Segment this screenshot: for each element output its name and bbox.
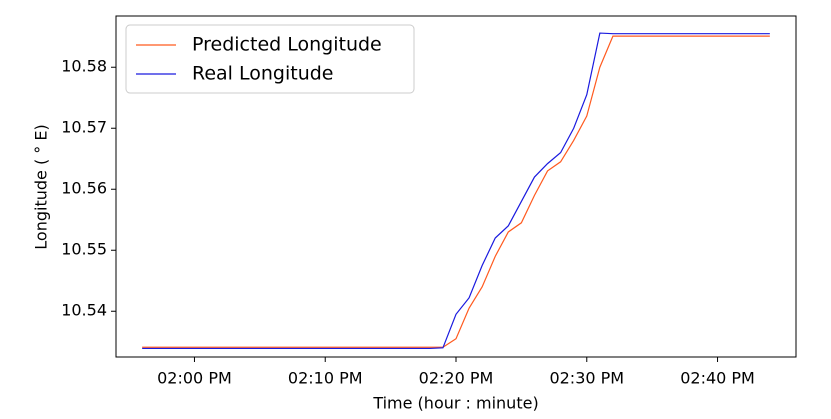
data-line <box>142 32 770 350</box>
x-tick-label: 02:30 PM <box>549 369 624 388</box>
x-tick-label: 02:00 PM <box>157 369 232 388</box>
x-tick-label: 02:10 PM <box>288 369 363 388</box>
data-line <box>142 35 770 348</box>
y-tick-label: 10.56 <box>61 179 107 198</box>
y-tick-label: 10.55 <box>61 240 107 259</box>
x-tick-label: 02:40 PM <box>680 369 755 388</box>
legend-box <box>125 24 415 94</box>
x-axis-label: Time (hour : minute) <box>372 394 538 413</box>
legend-label: Real Longitude <box>192 63 334 85</box>
plot-frame <box>115 15 797 358</box>
y-axis-label: Longitude ( ° E) <box>32 124 51 249</box>
y-tick-label: 10.54 <box>61 301 107 320</box>
y-tick-label: 10.57 <box>61 118 107 137</box>
x-tick-label: 02:20 PM <box>419 369 494 388</box>
legend-label: Predicted Longitude <box>192 34 382 56</box>
y-tick-label: 10.58 <box>61 57 107 76</box>
